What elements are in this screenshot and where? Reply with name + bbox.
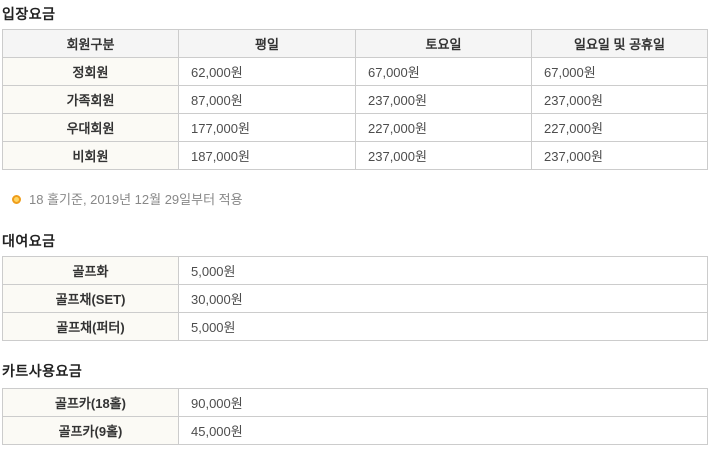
bullet-icon xyxy=(12,195,21,204)
table-row: 비회원 187,000원 237,000원 237,000원 xyxy=(2,141,708,170)
table-row: 가족회원 87,000원 237,000원 237,000원 xyxy=(2,85,708,114)
row-header-golf-cart-18: 골프카(18홀) xyxy=(2,388,179,417)
fee-value: 30,000원 xyxy=(178,284,708,313)
fee-value: 227,000원 xyxy=(355,113,532,142)
section-title-rental: 대여요금 xyxy=(2,233,56,249)
section-title-cart: 카트사용요금 xyxy=(2,363,83,379)
table-row: 골프카(9홀) 45,000원 xyxy=(2,416,708,445)
column-header-member-type: 회원구분 xyxy=(2,29,179,58)
admission-header-row: 회원구분 평일 토요일 일요일 및 공휴일 xyxy=(2,29,708,58)
pricing-page: 입장요금 회원구분 평일 토요일 일요일 및 공휴일 정회원 62,000원 6… xyxy=(2,6,710,445)
fee-value: 5,000원 xyxy=(178,256,708,285)
row-header-preferred-member: 우대회원 xyxy=(2,113,179,142)
admission-note: 18 홀기준, 2019년 12월 29일부터 적용 xyxy=(12,192,710,207)
fee-value: 237,000원 xyxy=(355,85,532,114)
column-header-weekday: 평일 xyxy=(178,29,356,58)
table-row: 골프채(퍼터) 5,000원 xyxy=(2,312,708,341)
fee-value: 62,000원 xyxy=(178,57,356,86)
cart-fee-table: 골프카(18홀) 90,000원 골프카(9홀) 45,000원 xyxy=(2,388,708,445)
fee-value: 67,000원 xyxy=(355,57,532,86)
row-header-family-member: 가족회원 xyxy=(2,85,179,114)
fee-value: 5,000원 xyxy=(178,312,708,341)
note-text: 18 홀기준, 2019년 12월 29일부터 적용 xyxy=(29,192,243,207)
row-header-golf-club-putter: 골프채(퍼터) xyxy=(2,312,179,341)
row-header-golf-club-set: 골프채(SET) xyxy=(2,284,179,313)
table-row: 정회원 62,000원 67,000원 67,000원 xyxy=(2,57,708,86)
row-header-non-member: 비회원 xyxy=(2,141,179,170)
fee-value: 45,000원 xyxy=(178,416,708,445)
table-row: 골프채(SET) 30,000원 xyxy=(2,284,708,313)
section-title-admission: 입장요금 xyxy=(2,6,56,22)
fee-value: 237,000원 xyxy=(355,141,532,170)
fee-value: 237,000원 xyxy=(531,85,708,114)
table-row: 골프화 5,000원 xyxy=(2,256,708,285)
fee-value: 177,000원 xyxy=(178,113,356,142)
row-header-golf-shoes: 골프화 xyxy=(2,256,179,285)
table-row: 우대회원 177,000원 227,000원 227,000원 xyxy=(2,113,708,142)
fee-value: 187,000원 xyxy=(178,141,356,170)
fee-value: 237,000원 xyxy=(531,141,708,170)
column-header-saturday: 토요일 xyxy=(355,29,532,58)
rental-fee-table: 골프화 5,000원 골프채(SET) 30,000원 골프채(퍼터) 5,00… xyxy=(2,256,708,341)
row-header-regular-member: 정회원 xyxy=(2,57,179,86)
fee-value: 87,000원 xyxy=(178,85,356,114)
fee-value: 227,000원 xyxy=(531,113,708,142)
fee-value: 90,000원 xyxy=(178,388,708,417)
row-header-golf-cart-9: 골프카(9홀) xyxy=(2,416,179,445)
fee-value: 67,000원 xyxy=(531,57,708,86)
table-row: 골프카(18홀) 90,000원 xyxy=(2,388,708,417)
admission-fee-table: 회원구분 평일 토요일 일요일 및 공휴일 정회원 62,000원 67,000… xyxy=(2,29,708,170)
column-header-sunday-holiday: 일요일 및 공휴일 xyxy=(531,29,708,58)
